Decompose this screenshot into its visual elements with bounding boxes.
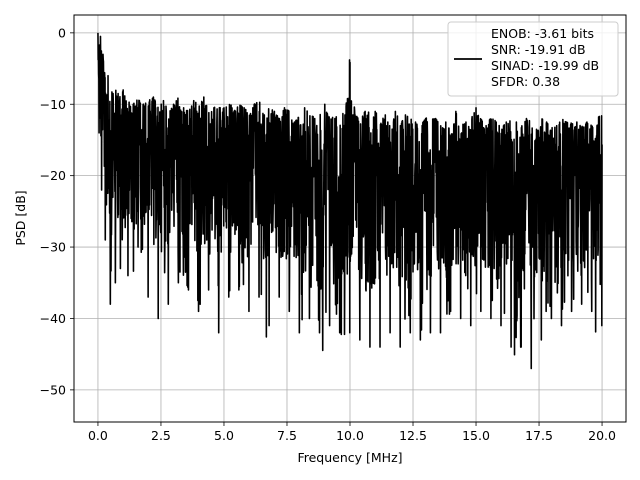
legend-snr: SNR: -19.91 dB [491,42,586,57]
x-axis-label: Frequency [MHz] [297,450,402,465]
y-tick-label: −50 [40,382,66,397]
series-line [97,32,603,370]
y-tick-label: 0 [58,25,66,40]
y-tick-label: −10 [40,97,66,112]
x-tick-label: 7.5 [277,428,297,443]
x-tick-label: 0.0 [88,428,108,443]
legend-sfdr: SFDR: 0.38 [491,74,560,89]
x-tick-label: 17.5 [525,428,553,443]
x-tick-label: 20.0 [588,428,616,443]
y-tick-label: −20 [40,168,66,183]
legend-sinad: SINAD: -19.99 dB [491,58,599,73]
y-tick-label: −40 [40,311,66,326]
plot-area [97,32,603,370]
x-axis-ticks: 0.0 2.5 5.0 7.5 10.0 12.5 15.0 17.5 20.0 [88,422,616,443]
x-tick-label: 15.0 [462,428,490,443]
x-tick-label: 5.0 [214,428,234,443]
legend: ENOB: -3.61 bits SNR: -19.91 dB SINAD: -… [447,21,619,97]
y-axis-label: PSD [dB] [13,190,28,245]
legend-box [447,21,619,97]
y-axis-ticks: 0 −10 −20 −30 −40 −50 [40,25,74,397]
legend-enob: ENOB: -3.61 bits [491,26,594,41]
x-tick-label: 12.5 [399,428,427,443]
x-tick-label: 2.5 [151,428,171,443]
y-tick-label: −30 [40,240,66,255]
x-tick-label: 10.0 [336,428,364,443]
